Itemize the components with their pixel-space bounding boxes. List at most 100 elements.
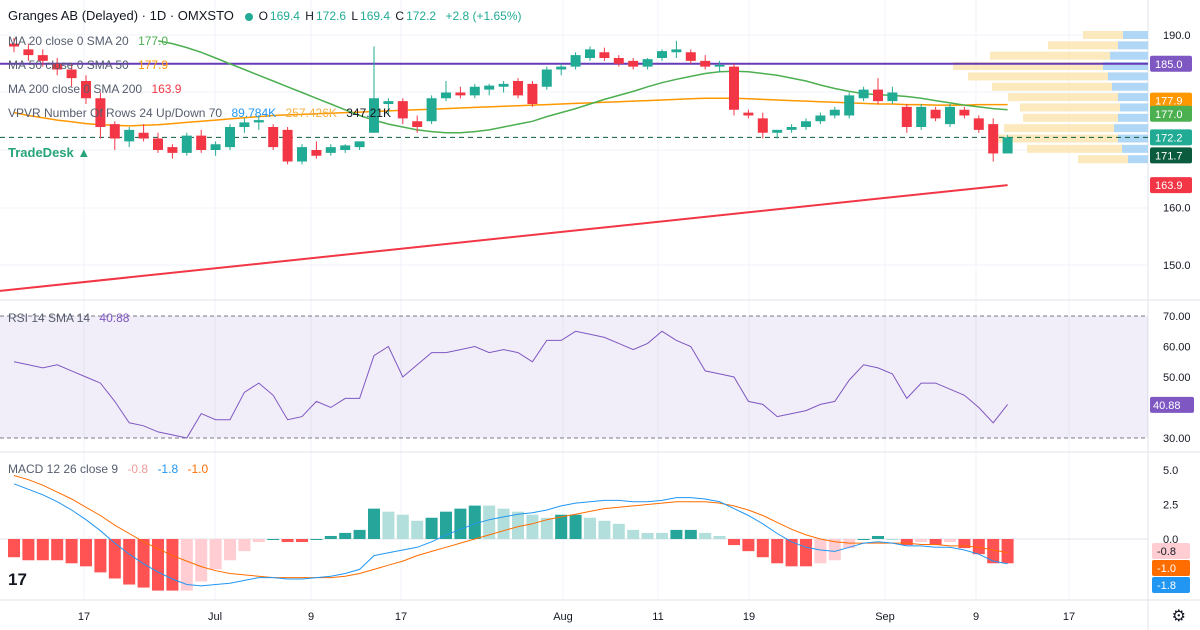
macd-histogram-bar: [281, 539, 294, 543]
candle-body: [585, 49, 595, 58]
macd-histogram-bar: [771, 539, 784, 564]
price-badge: [1150, 55, 1192, 72]
candle-body: [225, 127, 235, 148]
candle-body: [455, 92, 466, 96]
time-axis-label: 9: [973, 611, 979, 623]
macd-histogram-bar: [814, 539, 827, 564]
vpvr-up-bar: [1118, 93, 1148, 102]
time-axis-label: 9: [308, 611, 314, 623]
time-axis-label: Jul: [208, 611, 222, 623]
macd-badge-label: -1.0: [1157, 563, 1176, 575]
macd-histogram-bar: [886, 539, 899, 540]
rsi-axis-tick: 30.00: [1163, 433, 1191, 445]
vpvr-legend[interactable]: VPVR Number Of Rows 24 Up/Down 70 89.784…: [8, 106, 393, 120]
candle-body: [700, 60, 711, 67]
vpvr-down-bar: [998, 134, 1118, 143]
candle-body: [369, 98, 379, 133]
change-value: +2.8 (+1.65%): [445, 9, 522, 23]
ma200-label: MA 200 close 0 SMA 200: [8, 82, 143, 96]
vpvr-down-bar: [1023, 113, 1118, 122]
macd-histogram-bar: [915, 539, 928, 543]
settings-gear-icon[interactable]: ⚙: [1171, 608, 1186, 625]
macd-histogram-bar: [382, 511, 395, 539]
macd-legend[interactable]: MACD 12 26 close 9 -0.8 -1.8 -1.0: [8, 462, 210, 476]
close-value: 172.2: [406, 9, 437, 23]
macd-histogram-bar: [440, 511, 452, 539]
macd-hist-value: -0.8: [127, 462, 149, 476]
macd-badge-label: -1.8: [1157, 580, 1176, 592]
ma50-label: MA 50 close 0 SMA 50: [8, 58, 129, 72]
candle-body: [657, 51, 667, 58]
ma200-value: 163.9: [151, 82, 182, 96]
tradedesk-label[interactable]: TradeDesk ▲: [8, 145, 91, 160]
candle-body: [9, 43, 19, 47]
candle-body: [210, 144, 221, 150]
price-badge-label: 177.9: [1155, 96, 1183, 108]
candle-body: [757, 118, 768, 133]
macd-histogram-bar: [36, 539, 49, 561]
candle-body: [37, 55, 48, 61]
vpvr-up-bar: [1122, 144, 1148, 153]
candle-body: [124, 129, 135, 142]
rsi-axis-tick: 70.00: [1163, 311, 1191, 323]
low-value: 169.4: [360, 9, 391, 23]
vpvr-up-bar: [1118, 41, 1148, 50]
macd-histogram-bar: [1001, 539, 1014, 564]
macd-histogram-bar: [80, 539, 92, 567]
rsi-legend[interactable]: RSI 14 SMA 14 40.88: [8, 311, 131, 325]
macd-histogram-bar: [396, 514, 409, 539]
macd-histogram-bar: [296, 539, 308, 543]
candle-body: [412, 121, 423, 127]
macd-badge-label: -0.8: [1157, 546, 1176, 558]
ma20-legend[interactable]: MA 20 close 0 SMA 20 177.0: [8, 34, 170, 48]
macd-histogram-bar: [828, 539, 841, 561]
open-value: 169.4: [269, 9, 300, 23]
candle-body: [945, 106, 955, 125]
macd-histogram-bar: [641, 532, 654, 539]
macd-histogram-bar: [728, 539, 740, 546]
ma200-line: [0, 184, 1008, 292]
vpvr-up-bar: [1110, 51, 1148, 60]
candle-body: [81, 81, 91, 99]
candle-body: [642, 59, 653, 67]
symbol-title[interactable]: Granges AB (Delayed) · 1D · OMXSTO: [8, 8, 234, 23]
macd-histogram-bar: [166, 539, 179, 591]
macd-histogram-bar: [238, 539, 251, 552]
macd-histogram-bar: [324, 535, 337, 539]
vpvr-up-bar: [1114, 124, 1148, 133]
candle-body: [844, 95, 855, 116]
macd-histogram-bar: [627, 529, 640, 539]
candle-body: [873, 89, 883, 102]
candle-body: [1002, 137, 1013, 154]
macd-histogram-bar: [958, 539, 971, 549]
vpvr-up-bar: [1118, 113, 1148, 122]
macd-histogram-bar: [123, 539, 136, 585]
candle-body: [253, 120, 264, 123]
candle-body: [196, 135, 207, 150]
macd-histogram-bar: [267, 539, 280, 540]
ma200-legend[interactable]: MA 200 close 0 SMA 200 163.9: [8, 82, 183, 96]
candle-body: [441, 92, 451, 99]
macd-histogram-bar: [872, 535, 884, 539]
macd-histogram-bar: [353, 529, 366, 539]
price-badge: [1150, 105, 1192, 122]
vpvr-down-bar: [1004, 124, 1114, 133]
candle-body: [570, 55, 581, 67]
rsi-badge-label: 40.88: [1153, 400, 1181, 412]
candle-body: [282, 129, 293, 162]
macd-histogram-bar: [51, 539, 64, 561]
macd-histogram-bar: [411, 520, 424, 539]
candle-body: [52, 63, 63, 70]
macd-signal-line: [13, 475, 1008, 579]
macd-histogram-bar: [972, 539, 985, 555]
candle-body: [959, 109, 970, 116]
ma50-legend[interactable]: MA 50 close 0 SMA 50 177.9: [8, 58, 170, 72]
candle-body: [268, 127, 279, 148]
tradingview-logo-icon[interactable]: 17: [8, 570, 27, 589]
candle-body: [138, 132, 149, 139]
macd-histogram-bar: [656, 532, 668, 539]
rsi-axis-tick: 60.00: [1163, 342, 1191, 354]
vpvr-down-bar: [1078, 155, 1128, 164]
time-axis-label: 19: [743, 611, 755, 623]
